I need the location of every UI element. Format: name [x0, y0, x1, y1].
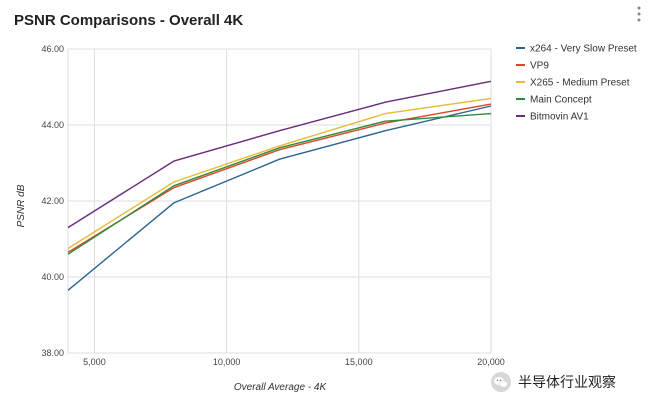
series-line-4	[67, 112, 492, 255]
x-tick-label: 15,000	[345, 357, 373, 367]
x-tick-label: 20,000	[477, 357, 505, 367]
x-tick-label: 10,000	[213, 357, 241, 367]
series-line-1	[67, 105, 492, 291]
y-tick-label: 40.00	[41, 272, 64, 282]
legend-label-3: X265 - Medium Preset	[530, 78, 630, 89]
series-line-2	[67, 103, 492, 253]
watermark: 半导体行业观察	[490, 371, 616, 393]
legend-label-4: Main Concept	[530, 95, 592, 106]
wechat-icon	[491, 372, 511, 392]
more-vert-icon[interactable]	[636, 4, 642, 24]
y-tick-label: 38.00	[41, 348, 64, 358]
legend-label-1: x264 - Very Slow Preset	[530, 44, 637, 55]
y-tick-label: 42.00	[41, 196, 64, 206]
y-tick-label: 46.00	[41, 44, 64, 54]
series-line-5	[67, 80, 492, 229]
x-tick-label: 5,000	[83, 357, 106, 367]
chart-title: PSNR Comparisons - Overall 4K	[14, 12, 244, 29]
watermark-text: 半导体行业观察	[518, 375, 616, 391]
x-axis-label: Overall Average - 4K	[234, 382, 328, 393]
legend-label-5: Bitmovin AV1	[530, 112, 589, 123]
y-axis-label: PSNR dB	[16, 184, 27, 227]
series-line-3	[67, 97, 492, 250]
legend-label-2: VP9	[530, 61, 549, 72]
y-tick-label: 44.00	[41, 120, 64, 130]
